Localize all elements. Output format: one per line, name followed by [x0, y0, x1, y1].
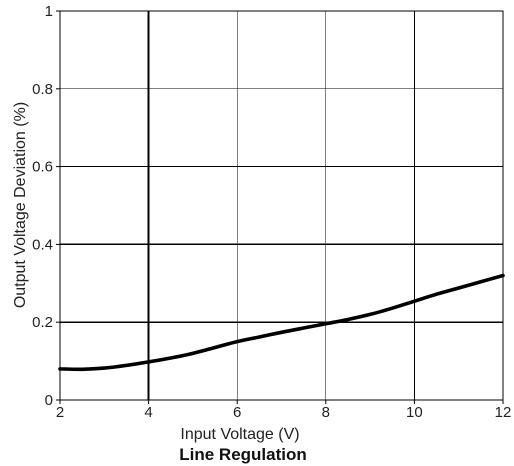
x-axis-title: Input Voltage (V): [180, 426, 299, 443]
x-tick-label: 8: [322, 404, 330, 421]
y-axis-title: Output Voltage Deviation (%): [12, 102, 29, 308]
y-tick-labels: 0 0.2 0.4 0.6 0.8 1: [32, 3, 53, 409]
y-tick-label: 0.4: [32, 236, 53, 253]
plot-frame-layer: [59, 10, 504, 401]
y-tick-label: 1: [45, 3, 53, 20]
chart-title: Line Regulation: [179, 445, 307, 464]
series-layer: [58, 273, 505, 372]
y-tick-label: 0.6: [32, 159, 53, 176]
grid-layer: [56, 10, 504, 404]
y-tick-label: 0.2: [32, 314, 53, 331]
x-tick-label: 6: [233, 404, 241, 421]
plot-frame: [59, 10, 504, 401]
x-tick-label: 10: [406, 404, 423, 421]
x-tick-label: 4: [144, 404, 152, 421]
x-tick-label: 2: [56, 404, 64, 421]
y-tick-label: 0.8: [32, 81, 53, 98]
x-tick-labels: 2 4 6 8 10 12: [56, 404, 512, 421]
line-series: [58, 273, 505, 372]
y-tick-label: 0: [45, 392, 53, 409]
x-tick-label: 12: [495, 404, 512, 421]
